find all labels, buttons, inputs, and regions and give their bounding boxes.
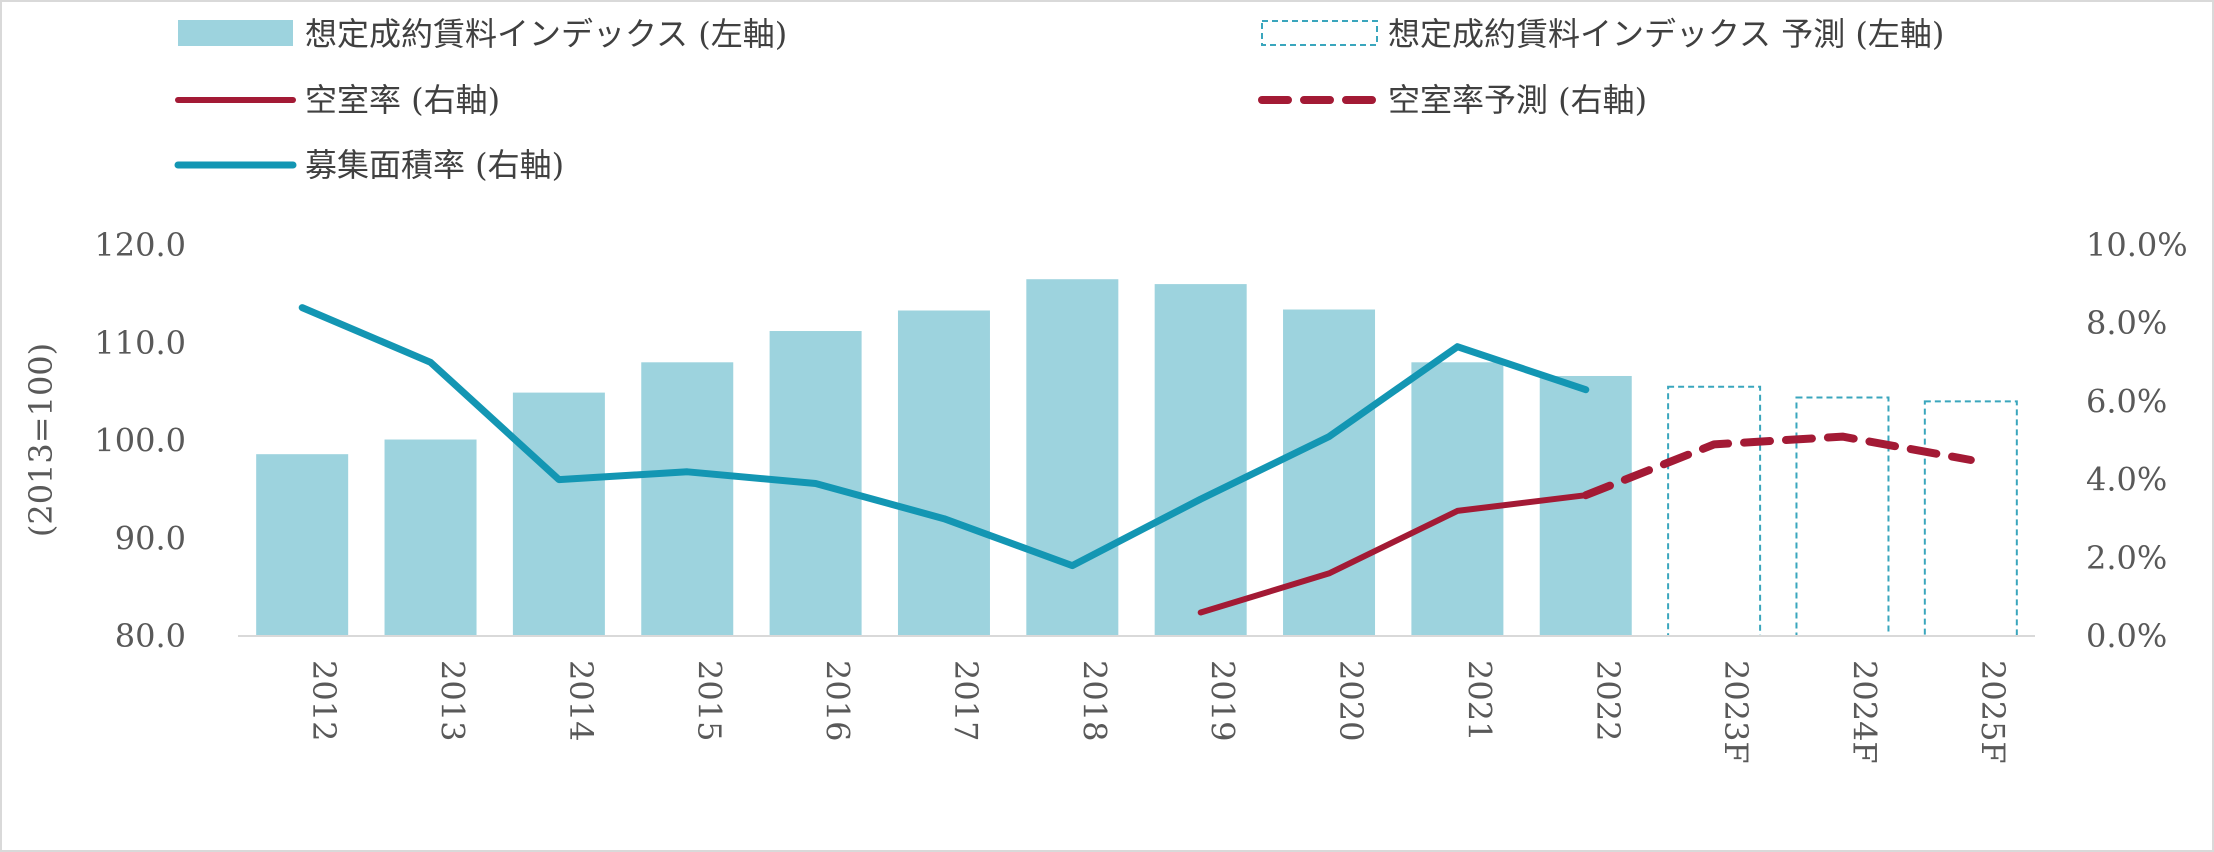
bar [1411, 362, 1504, 636]
right-axis-tick-label: 2.0% [2086, 539, 2167, 577]
legend-label-rent-index-forecast: 想定成約賃料インデックス 予測 (左軸) [1388, 15, 1944, 53]
line-series [298, 304, 1975, 616]
legend-label-rent-index: 想定成約賃料インデックス (左軸) [305, 15, 787, 53]
legend-swatch-rent-index [178, 20, 293, 46]
left-axis-title: (2013=100) [22, 343, 60, 537]
right-axis-tick-label: 6.0% [2086, 382, 2167, 420]
x-axis-tick-label: 2018 [1075, 660, 1113, 741]
right-axis-ticks: 0.0% 2.0% 4.0% 6.0% 8.0% 10.0% [2086, 226, 2188, 655]
recruiting-line [298, 304, 1590, 570]
x-axis-tick-label: 2014 [562, 660, 600, 741]
x-axis-ticks: 2012 2013 2014 2015 2016 2017 2018 2019 2020 2021… [305, 660, 2012, 764]
x-axis-tick-label: 2023F [1717, 660, 1755, 764]
vacancy-line [1197, 492, 1589, 616]
left-axis-tick-label: 100.0 [94, 422, 186, 460]
bar [256, 454, 349, 636]
bar [1154, 284, 1247, 636]
bar [512, 392, 605, 636]
x-axis-tick-label: 2016 [819, 660, 857, 741]
x-axis-tick-label: 2017 [947, 660, 985, 741]
x-axis-tick-label: 2019 [1204, 660, 1242, 741]
x-axis-tick-label: 2020 [1332, 660, 1370, 741]
vacancy-forecast-line [1581, 432, 1975, 500]
x-axis-tick-label: 2015 [690, 660, 728, 741]
right-axis-tick-label: 8.0% [2086, 304, 2167, 342]
left-axis-tick-label: 90.0 [115, 519, 186, 557]
right-axis-tick-label: 4.0% [2086, 461, 2167, 499]
forecast-bar [1667, 385, 1762, 637]
right-axis-tick-label: 0.0% [2086, 617, 2167, 655]
left-axis-tick-label: 120.0 [94, 226, 186, 264]
bar [897, 310, 990, 636]
forecast-bar [1795, 396, 1890, 637]
left-axis-ticks: 80.0 90.0 100.0 110.0 120.0 [94, 226, 186, 655]
x-axis-tick-label: 2025F [1974, 660, 2012, 764]
left-axis-tick-label: 80.0 [115, 617, 186, 655]
legend-swatch-rent-index-forecast [1261, 20, 1378, 46]
bar [1283, 309, 1376, 636]
x-axis-tick-label: 2012 [305, 660, 343, 741]
legend-label-recruiting: 募集面積率 (右軸) [305, 146, 564, 184]
legend-label-vacancy-forecast: 空室率予測 (右軸) [1388, 81, 1647, 119]
left-axis-tick-label: 110.0 [94, 324, 186, 362]
bar [384, 439, 477, 636]
legend-label-vacancy: 空室率 (右軸) [305, 81, 500, 119]
right-axis-tick-label: 10.0% [2086, 226, 2188, 264]
legend: 想定成約賃料インデックス (左軸) 想定成約賃料インデックス 予測 (左軸) 空… [174, 15, 1944, 184]
x-axis-tick-label: 2024F [1845, 660, 1883, 764]
x-axis-tick-label: 2022 [1589, 660, 1627, 741]
bar [1026, 279, 1119, 636]
x-axis-tick-label: 2021 [1460, 660, 1498, 741]
bar [641, 362, 734, 636]
x-axis-tick-label: 2013 [434, 660, 472, 741]
bar [1539, 375, 1632, 636]
